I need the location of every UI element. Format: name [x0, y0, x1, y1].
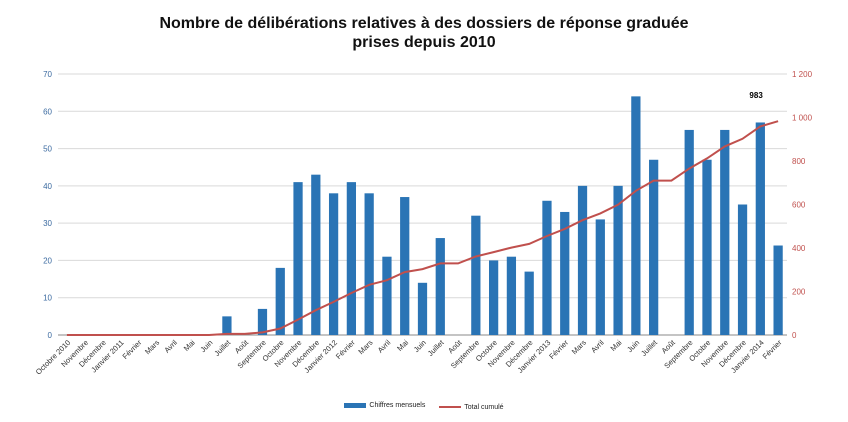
x-tick-label: Avril: [376, 338, 393, 355]
bar: [275, 267, 285, 335]
legend-swatch-cumulative: [439, 406, 462, 408]
cumulative-line: [66, 120, 779, 336]
bar: [524, 271, 534, 335]
y-left-tick-label: 20: [43, 256, 52, 265]
bar: [257, 308, 268, 335]
bar: [631, 96, 641, 335]
chart-plot: 0 10 20 30 40 50 60 70 0 200 400 600 800 1 000 1 200 98…: [34, 70, 813, 377]
x-tick-label: Février: [547, 338, 570, 361]
chart-title-line-2: prises depuis 2010: [352, 34, 496, 51]
x-tick-label: Mars: [143, 338, 161, 356]
y-left-tick-label: 40: [43, 182, 52, 191]
x-tick-label: Mai: [609, 338, 624, 353]
bar: [471, 215, 481, 335]
x-tick-label: Juillet: [639, 337, 660, 358]
x-tick-label: Juillet: [212, 337, 233, 358]
x-tick-label: Mars: [356, 338, 374, 356]
bar: [346, 182, 357, 335]
chart-title-line-1: Nombre de délibérations relatives à des …: [159, 15, 689, 32]
bar: [506, 256, 517, 335]
x-tick-label: Février: [121, 338, 144, 361]
bar: [737, 204, 748, 335]
legend-item-monthly: Chiffres mensuels: [344, 402, 425, 409]
bar: [595, 219, 605, 335]
y-left-tick-label: 10: [43, 294, 52, 303]
bar: [613, 185, 623, 335]
bar: [311, 174, 321, 335]
y-right-tick-label: 600: [792, 201, 806, 210]
legend: Chiffres mensuels Total cumulé: [0, 402, 848, 411]
y-right-tick-label: 0: [792, 331, 797, 340]
x-tick-label: Avril: [589, 338, 606, 355]
x-tick-label: Juillet: [426, 337, 447, 358]
bar: [293, 182, 303, 335]
y-right-tick-label: 400: [792, 244, 806, 253]
bar: [755, 122, 765, 335]
bar: [488, 260, 499, 335]
bar: [542, 200, 552, 335]
y-right-tick-label: 1 000: [792, 114, 813, 123]
y-left-tick-label: 30: [43, 219, 52, 228]
legend-item-cumulative: Total cumulé: [439, 403, 504, 411]
y-left-tick-label: 50: [43, 145, 52, 154]
y-right-tick-label: 800: [792, 157, 806, 166]
y-left-tick-label: 70: [43, 70, 52, 79]
bar: [577, 185, 588, 335]
x-tick-label: Mai: [182, 338, 197, 353]
y-left-tick-label: 0: [48, 331, 53, 340]
bar: [328, 193, 339, 335]
bar: [222, 316, 232, 335]
bar: [560, 211, 570, 335]
x-tick-label: Février: [334, 338, 357, 361]
y-right-tick-label: 200: [792, 288, 806, 297]
bar: [400, 197, 410, 335]
bar: [649, 159, 659, 335]
legend-label-cumulative: Total cumulé: [464, 403, 504, 411]
x-tick-label: Mars: [570, 338, 588, 356]
bar: [684, 129, 694, 335]
bar: [720, 129, 730, 335]
bar: [382, 256, 392, 335]
x-tick-label: Février: [761, 338, 784, 361]
legend-label-monthly: Chiffres mensuels: [369, 402, 426, 409]
bar: [364, 193, 374, 335]
bar: [773, 245, 783, 335]
y-left-tick-label: 60: [43, 107, 52, 116]
chart-title: Nombre de délibérations relatives à des …: [0, 14, 848, 52]
x-tick-label: Mai: [395, 338, 410, 353]
bar: [417, 282, 428, 335]
bar: [435, 238, 445, 335]
bar: [702, 159, 712, 335]
legend-swatch-monthly: [344, 403, 367, 408]
annotation-total: 983: [749, 91, 763, 100]
x-tick-label: Avril: [162, 338, 179, 355]
y-right-tick-label: 1 200: [792, 70, 813, 79]
